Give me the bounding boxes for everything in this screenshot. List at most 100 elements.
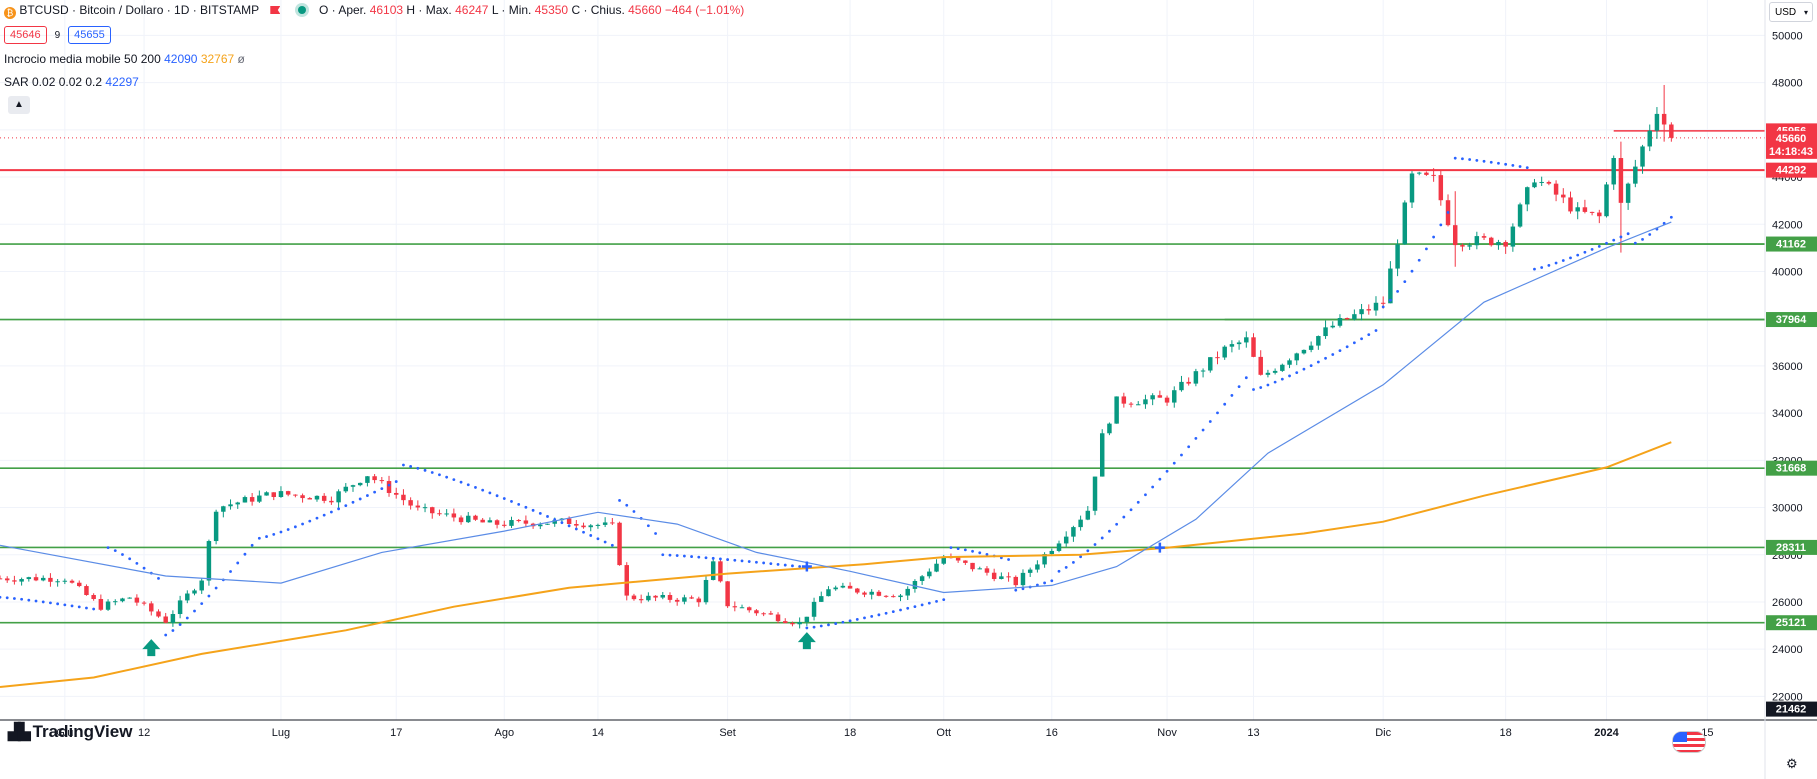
sar-label[interactable]: SAR 0.02 0.02 0.2 <box>4 75 103 89</box>
bid-price[interactable]: 45646 <box>4 26 47 44</box>
candle-up <box>602 522 608 525</box>
tradingview-logo-text: TradingView <box>32 722 133 741</box>
ma-cross-label[interactable]: Incrocio media mobile 50 200 <box>4 52 161 66</box>
candle-down <box>783 621 788 623</box>
sar-dot <box>286 528 290 531</box>
candle-up <box>1085 510 1091 520</box>
currency-select[interactable]: USD ▾ <box>1769 2 1813 22</box>
collapse-legend-button[interactable]: ▲ <box>8 96 30 114</box>
candle-down <box>307 498 313 500</box>
candle-down <box>1503 241 1508 247</box>
price-tag-37964 <box>1766 312 1817 328</box>
candle-up <box>710 561 716 580</box>
sar-dot <box>1295 371 1299 374</box>
sar-dot <box>632 510 636 513</box>
candle-up <box>1208 357 1213 371</box>
sar-dot <box>877 613 881 617</box>
sar-dot <box>171 629 175 632</box>
tradingview-logo[interactable]: ▟▙ TradingView <box>8 722 132 742</box>
candle-down <box>984 568 990 573</box>
candle-down <box>1258 356 1263 375</box>
sar-dot <box>1108 529 1111 533</box>
sar-dot <box>293 525 297 529</box>
candle-up <box>1294 353 1299 361</box>
currency-value: USD <box>1775 7 1797 18</box>
candle-up <box>703 579 709 603</box>
ma-cross-legend[interactable]: Incrocio media mobile 50 200 42090 32767… <box>4 52 245 66</box>
candle-up <box>840 585 846 588</box>
sar-dot <box>1331 353 1335 356</box>
settings-button[interactable]: ⚙ <box>1786 756 1798 772</box>
sar-dot <box>855 617 859 621</box>
sar-dot <box>157 576 160 580</box>
candle-down <box>1568 197 1573 212</box>
candle-down <box>84 586 89 596</box>
candle-up <box>934 563 939 572</box>
candle-up <box>213 511 219 542</box>
flag-icon[interactable] <box>270 6 281 14</box>
sar-dot <box>272 533 276 536</box>
price-tick-label: 50000 <box>1772 30 1803 42</box>
candle-up <box>170 614 176 623</box>
time-tick-label: 17 <box>390 727 402 739</box>
candle-down <box>970 562 975 570</box>
price-tag-45660 <box>1766 130 1817 159</box>
sar-dot <box>1043 581 1046 585</box>
sar-dot <box>1072 560 1075 564</box>
sar-dot <box>827 623 830 627</box>
candle-down <box>1431 174 1436 176</box>
candle-up <box>1654 113 1660 131</box>
sar-dot <box>1417 258 1421 262</box>
candle-up <box>1193 371 1199 384</box>
ask-price[interactable]: 45655 <box>68 26 111 44</box>
sar-dot <box>531 508 535 512</box>
sar-dot <box>1309 364 1313 368</box>
candle-down <box>4 578 10 581</box>
candle-up <box>177 600 183 615</box>
bid-ask-box[interactable]: 45646 9 45655 <box>4 26 111 44</box>
candle-down <box>156 611 161 617</box>
candle-up <box>1604 184 1609 217</box>
sar-dot <box>812 625 816 629</box>
sar-legend[interactable]: SAR 0.02 0.02 0.2 42297 <box>4 75 139 89</box>
time-axis[interactable]: Giu 12 Lug 17 Ago 14 Set 18 Ott 16 Nov 13 Dic 18 2024 1… <box>56 727 1713 739</box>
time-tick-label: Giu <box>56 727 73 739</box>
symbol-legend[interactable]: ₿ BTCUSD · Bitcoin / Dollaro · 1D · BITS… <box>4 3 744 19</box>
sar-dot <box>1547 263 1551 267</box>
candle-down <box>725 581 730 607</box>
candle-up <box>905 588 910 596</box>
candle-down <box>761 613 766 615</box>
sar-dot <box>135 561 139 565</box>
price-tag-label: 45660 <box>1776 133 1807 145</box>
candle-down <box>855 588 860 593</box>
high-label: H · Max. <box>406 3 452 17</box>
candle-down <box>69 580 75 583</box>
sar-dot <box>481 488 485 492</box>
sar-dot <box>1518 165 1522 168</box>
candle-up <box>185 593 190 601</box>
candle-up <box>797 622 802 625</box>
price-tick-label: 30000 <box>1772 503 1803 515</box>
candle-up <box>1416 172 1422 174</box>
candle-up <box>242 497 248 503</box>
price-tag-21462 <box>1766 701 1817 717</box>
symbol-title[interactable]: BTCUSD · Bitcoin / Dollaro · 1D · BITSTA… <box>19 3 259 17</box>
sar-dot <box>337 507 340 511</box>
candle-up <box>221 506 226 512</box>
sar-dot <box>1324 356 1327 360</box>
sar-dot <box>1425 247 1428 251</box>
candle-down <box>458 517 464 523</box>
sar-dot <box>1403 280 1407 284</box>
candle-down <box>408 500 413 506</box>
candle-up <box>1402 202 1408 245</box>
sar-dot <box>1576 253 1580 257</box>
us-flag-icon[interactable] <box>1672 731 1706 753</box>
change-value: −464 (−1.01%) <box>664 3 745 17</box>
chevron-up-icon: ▲ <box>14 99 24 110</box>
sar-dot <box>1626 232 1630 236</box>
candle-up <box>1633 166 1638 184</box>
candle-up <box>646 595 651 601</box>
candle-up <box>357 482 363 486</box>
candle-up <box>1575 207 1580 212</box>
